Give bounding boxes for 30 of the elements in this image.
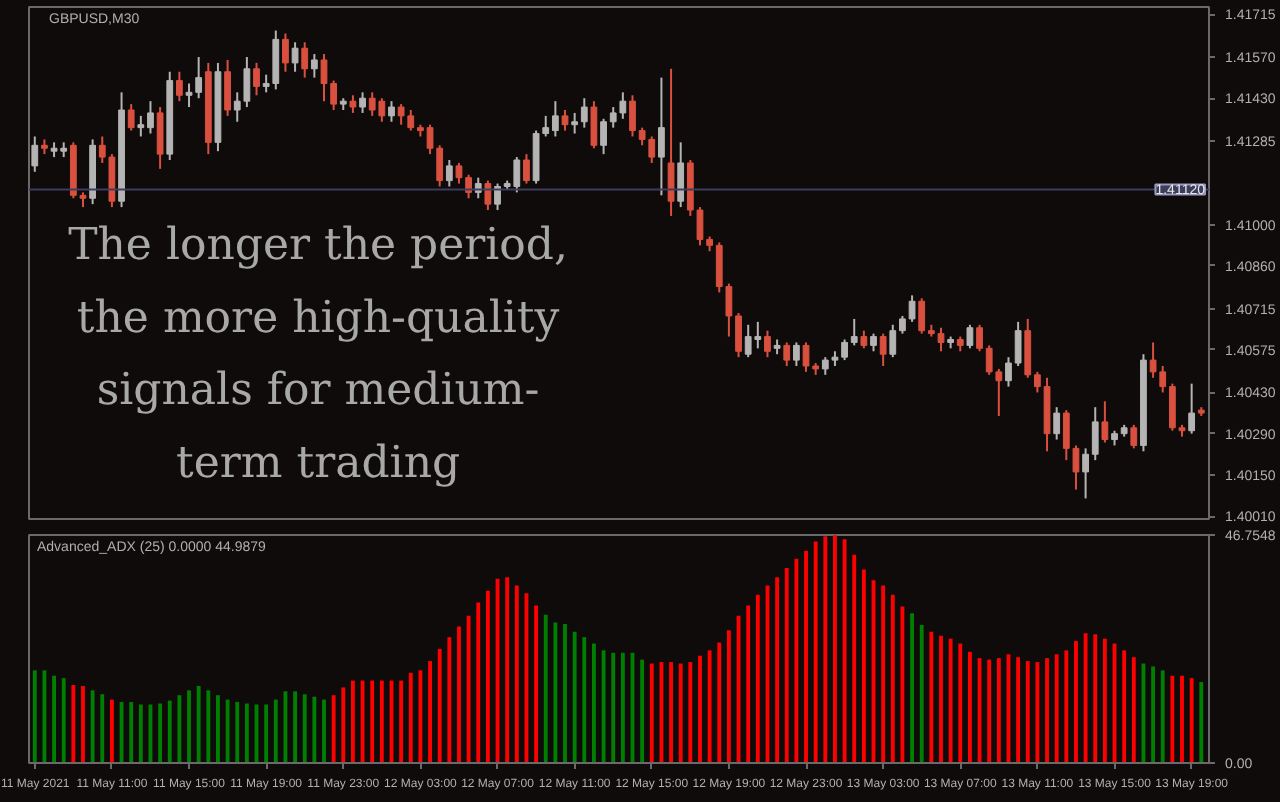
candlestick (1101, 400, 1109, 444)
candlestick (445, 159, 453, 188)
candlestick (176, 70, 183, 103)
candlestick (561, 108, 569, 132)
candlestick (792, 341, 800, 367)
candlestick (966, 323, 974, 350)
candlestick (1188, 382, 1196, 435)
annotation: The longer the period, the more high-quality signals for medium- term trading (68, 221, 569, 489)
candlestick (282, 32, 289, 73)
candlestick (667, 67, 675, 217)
candlestick (224, 58, 231, 117)
candlestick (783, 341, 791, 367)
candlestick (291, 41, 299, 73)
candlestick (590, 100, 598, 150)
candlestick (127, 103, 135, 132)
candlestick (764, 329, 771, 359)
candlestick (658, 76, 665, 197)
candlestick (359, 91, 366, 114)
candlestick (310, 53, 318, 79)
candlestick (388, 100, 395, 123)
candlestick (1130, 423, 1138, 450)
candlestick (523, 153, 530, 185)
candlestick (301, 41, 309, 79)
candlestick (879, 332, 887, 367)
candlestick (484, 179, 492, 212)
candlestick (31, 135, 39, 173)
candlestick (677, 141, 685, 209)
candlestick (156, 106, 164, 170)
candlestick (1053, 406, 1061, 441)
candlestick (253, 61, 260, 97)
